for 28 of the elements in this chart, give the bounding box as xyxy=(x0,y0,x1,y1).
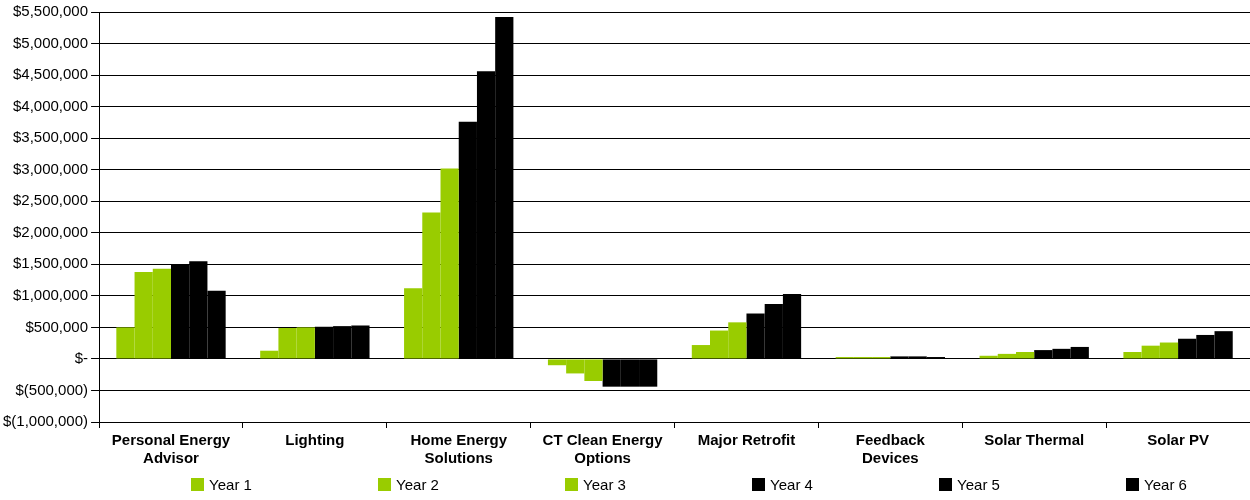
y-tick-label: $2,500,000 xyxy=(12,191,89,209)
y-tick-label: $1,000,000 xyxy=(12,285,89,303)
legend-label: Year 5 xyxy=(957,476,1000,493)
x-tick-label: CT Clean Energy Options xyxy=(542,431,664,467)
legend-label: Year 3 xyxy=(583,476,626,493)
y-tick-label: $3,500,000 xyxy=(12,128,89,146)
x-tick-label: Solar Thermal xyxy=(984,431,1085,449)
legend-label: Year 1 xyxy=(209,476,252,493)
x-tick-label: Major Retrofit xyxy=(697,431,796,449)
y-tick-label: $4,500,000 xyxy=(12,65,89,83)
y-tick-label: $(1,000,000) xyxy=(2,412,89,430)
y-tick-label: $2,000,000 xyxy=(12,222,89,240)
x-tick-label: Solar PV xyxy=(1147,431,1209,449)
y-tick-label: $500,000 xyxy=(25,317,89,335)
y-tick-label: $1,500,000 xyxy=(12,254,89,272)
x-tick-label: Personal Energy Advisor xyxy=(111,431,231,467)
x-tick-label: Home Energy Solutions xyxy=(410,431,508,467)
y-tick-label: $5,000,000 xyxy=(12,33,89,51)
legend-label: Year 6 xyxy=(1144,476,1187,493)
y-tick-label: $5,500,000 xyxy=(12,2,89,20)
y-tick-label: $3,000,000 xyxy=(12,159,89,177)
y-tick-label: $4,000,000 xyxy=(12,96,89,114)
x-tick-label: Lighting xyxy=(285,431,345,449)
legend-label: Year 4 xyxy=(770,476,813,493)
y-tick-label: $- xyxy=(74,349,89,367)
legend-label: Year 2 xyxy=(396,476,439,493)
x-tick-label: Feedback Devices xyxy=(855,431,926,467)
y-tick-label: $(500,000) xyxy=(15,380,89,398)
